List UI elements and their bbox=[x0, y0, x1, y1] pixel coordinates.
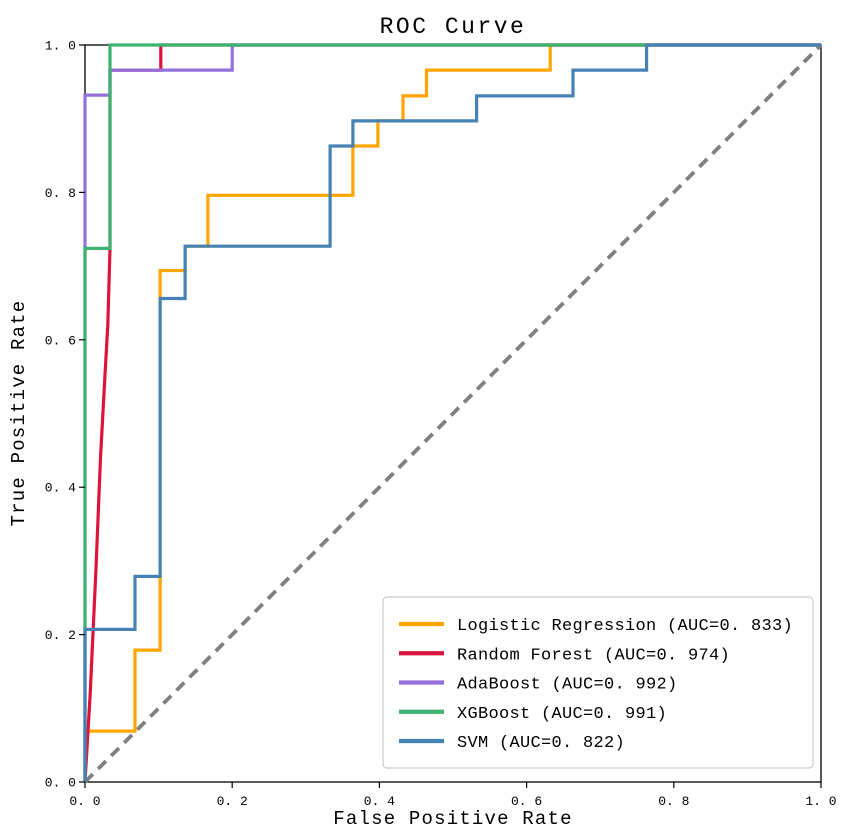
y-tick-label: 1. 0 bbox=[45, 39, 76, 54]
y-axis-ticks: 0. 0 0. 2 0. 4 0. 6 0. 8 1. 0 bbox=[45, 39, 85, 791]
legend-text: SVM (AUC=0. 822) bbox=[457, 734, 625, 753]
legend-item-svm: SVM (AUC=0. 822) bbox=[399, 734, 625, 753]
roc-line-xgboost bbox=[83, 43, 821, 782]
legend-item-xgboost: XGBoost (AUC=0. 991) bbox=[399, 705, 667, 724]
x-tick-label: 0. 8 bbox=[658, 794, 689, 809]
legend-item-random-forest: Random Forest (AUC=0. 974) bbox=[399, 646, 730, 665]
x-axis-label: False Positive Rate bbox=[333, 808, 572, 830]
x-tick-label: 0. 6 bbox=[511, 794, 542, 809]
legend-text: XGBoost (AUC=0. 991) bbox=[457, 705, 667, 724]
legend-item-adaboost: AdaBoost (AUC=0. 992) bbox=[399, 676, 678, 695]
x-tick-label: 0. 2 bbox=[217, 794, 248, 809]
roc-line-svm bbox=[83, 43, 821, 782]
legend-item-logistic-regression: Logistic Regression (AUC=0. 833) bbox=[399, 617, 793, 636]
roc-line-logistic-regression bbox=[83, 43, 821, 782]
y-tick-label: 0. 6 bbox=[45, 333, 76, 348]
legend: Logistic Regression (AUC=0. 833) Random F… bbox=[382, 596, 814, 769]
y-tick-label: 0. 8 bbox=[45, 186, 76, 201]
x-tick-label: 1. 0 bbox=[805, 794, 836, 809]
x-tick-label: 0. 0 bbox=[69, 794, 100, 809]
legend-box bbox=[382, 596, 814, 769]
y-tick-label: 0. 2 bbox=[45, 628, 76, 643]
x-axis-ticks: 0. 0 0. 2 0. 4 0. 6 0. 8 1. 0 bbox=[69, 782, 837, 809]
y-axis-label: True Positive Rate bbox=[8, 300, 30, 527]
legend-text: AdaBoost (AUC=0. 992) bbox=[457, 676, 678, 695]
chance-diagonal-line bbox=[83, 43, 823, 784]
y-tick-label: 0. 4 bbox=[45, 481, 76, 496]
legend-text: Logistic Regression (AUC=0. 833) bbox=[457, 617, 793, 636]
legend-text: Random Forest (AUC=0. 974) bbox=[457, 646, 730, 665]
chart-title: ROC Curve bbox=[380, 14, 527, 40]
y-tick-label: 0. 0 bbox=[45, 776, 76, 791]
roc-line-random-forest bbox=[83, 43, 821, 783]
plot-area bbox=[83, 43, 823, 784]
x-tick-label: 0. 4 bbox=[364, 794, 395, 809]
